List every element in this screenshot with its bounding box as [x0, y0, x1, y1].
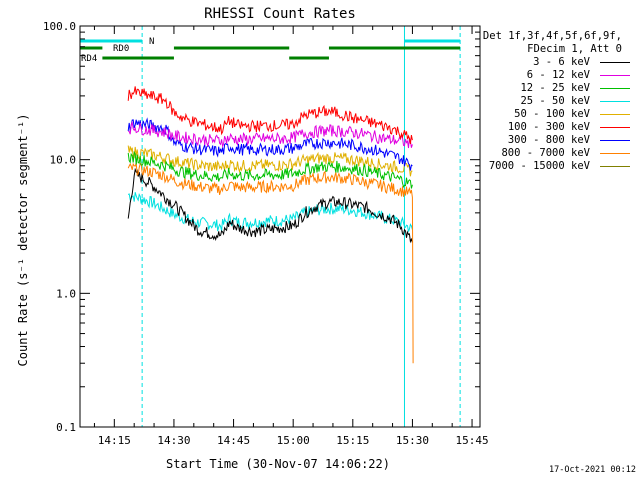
- plot-area: N RD0 RD4: [79, 26, 461, 427]
- state-label-n: N: [149, 37, 154, 47]
- legend-entry-label: 7000 - 15000 keV: [488, 160, 590, 172]
- legend-entry-swatch: [600, 101, 630, 102]
- axes: 0.1 1.0 10.0 100.0 14:15 14:30 14:45 15:00 15:15…: [43, 20, 489, 447]
- x-tick-label: 15:15: [336, 434, 369, 447]
- series-line: [127, 162, 414, 364]
- y-tick-label: 0.1: [56, 421, 76, 434]
- legend-entry-swatch: [600, 140, 630, 141]
- state-label-rd0: RD0: [113, 44, 129, 54]
- series-line: [128, 120, 413, 149]
- footer-timestamp: 17-Oct-2021 00:12: [549, 465, 636, 475]
- series-line: [127, 117, 413, 171]
- series-line: [127, 150, 413, 189]
- series-line: [127, 167, 413, 244]
- series-line: [127, 145, 413, 177]
- legend-header-line-1: Det 1f,3f,4f,5f,6f,9f,: [482, 30, 622, 42]
- x-tick-label: 15:45: [455, 434, 488, 447]
- legend: Det 1f,3f,4f,5f,6f,9f, FDecim 1, Att 0 3…: [478, 30, 636, 173]
- legend-entry-swatch: [600, 62, 630, 63]
- chart-title: RHESSI Count Rates: [204, 6, 356, 22]
- legend-entry: 300 - 800 keV: [478, 134, 636, 147]
- legend-entry: 6 - 12 keV: [478, 69, 636, 82]
- y-tick-label: 1.0: [56, 287, 76, 300]
- legend-entry-label: 25 - 50 keV: [520, 95, 590, 107]
- legend-entry-swatch: [600, 114, 630, 115]
- series-line: [127, 192, 413, 232]
- plot-frame: [79, 25, 481, 428]
- legend-entry-label: 6 - 12 keV: [526, 69, 590, 81]
- legend-entry-label: 3 - 6 keV: [533, 56, 590, 68]
- y-tick-label: 100.0: [43, 20, 76, 33]
- legend-entry-label: 12 - 25 keV: [520, 82, 590, 94]
- legend-entry-label: 800 - 7000 keV: [501, 147, 590, 159]
- y-tick-label: 10.0: [50, 154, 77, 167]
- legend-entry-swatch: [600, 153, 630, 154]
- x-tick-label: 14:15: [98, 434, 131, 447]
- legend-entry: 7000 - 15000 keV: [478, 160, 636, 173]
- legend-entry-swatch: [600, 166, 630, 167]
- legend-entry-swatch: [600, 75, 630, 76]
- legend-entry: 50 - 100 keV: [478, 108, 636, 121]
- legend-header-line-2: FDecim 1, Att 0: [527, 43, 622, 55]
- legend-entry: 100 - 300 keV: [478, 121, 636, 134]
- x-tick-label: 15:00: [277, 434, 310, 447]
- x-axis-label: Start Time (30-Nov-07 14:06:22): [166, 457, 390, 471]
- y-axis-label: Count Rate (s⁻¹ detector segment⁻¹): [16, 114, 30, 367]
- legend-entry-swatch: [600, 88, 630, 89]
- legend-entry: 3 - 6 keV: [478, 56, 636, 69]
- legend-entry-swatch: [600, 127, 630, 128]
- legend-entry-label: 300 - 800 keV: [507, 134, 590, 146]
- state-label-rd4: RD4: [81, 54, 97, 64]
- legend-entry: 800 - 7000 keV: [478, 147, 636, 160]
- x-tick-label: 15:30: [396, 434, 429, 447]
- series-line: [127, 86, 413, 144]
- legend-entry-label: 100 - 300 keV: [507, 121, 590, 133]
- legend-entry: 12 - 25 keV: [478, 82, 636, 95]
- legend-entries: 3 - 6 keV 6 - 12 keV 12 - 25 keV 25 - 50 ke…: [478, 56, 636, 173]
- x-tick-label: 14:45: [217, 434, 250, 447]
- x-tick-label: 14:30: [157, 434, 190, 447]
- legend-entry-label: 50 - 100 keV: [514, 108, 590, 120]
- legend-entry: 25 - 50 keV: [478, 95, 636, 108]
